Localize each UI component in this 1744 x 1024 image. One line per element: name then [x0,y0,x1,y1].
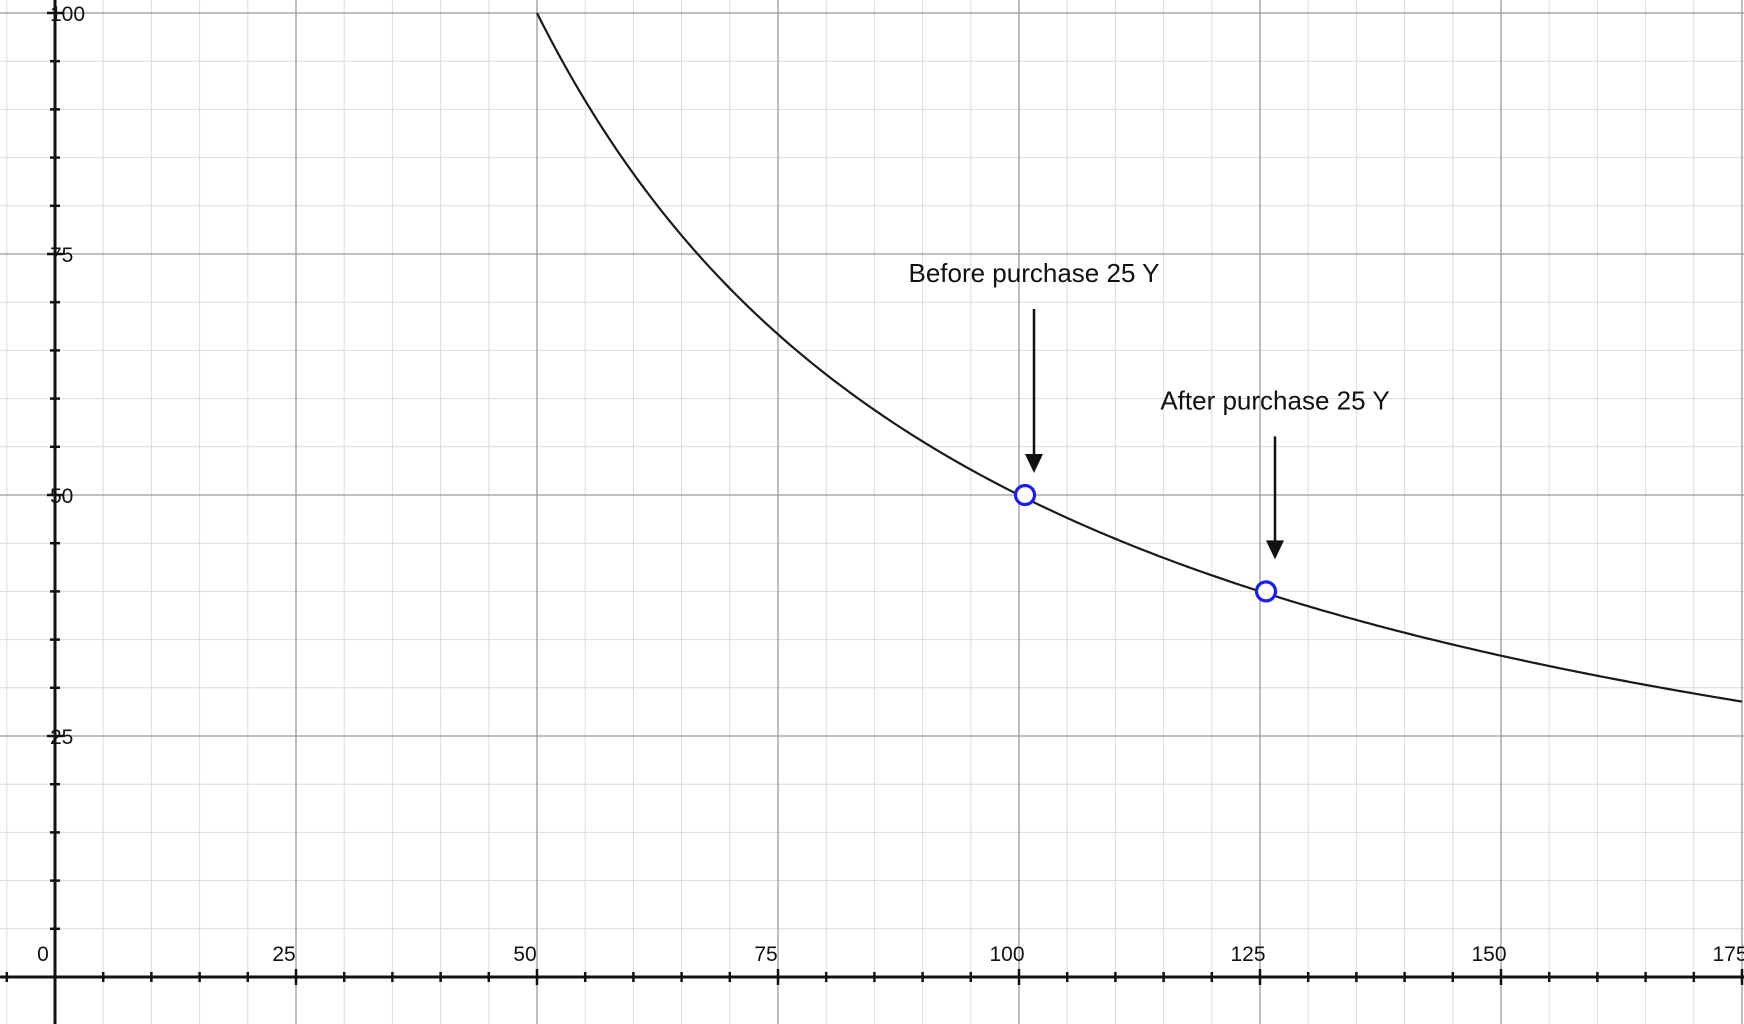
annotation-label: After purchase 25 Y [1160,385,1389,415]
x-tick-label: 150 [1471,943,1506,966]
annotation-arrow-head [1266,540,1284,560]
y-tick-label: 25 [50,726,73,749]
x-tick-label: 125 [1230,943,1265,966]
tick-labels: 0 25 50 75 100 125 150 175 25 50 75 100 [37,3,1744,966]
annotation-arrow-head [1025,454,1043,473]
annotation-layer: Before purchase 25 Y After purchase 25 Y [908,258,1390,560]
x-tick-label: 25 [272,943,295,966]
points-layer [1013,483,1278,603]
x-tick-label: 0 [37,943,49,966]
curve-layer [536,12,1743,703]
axis-tick-marks [5,11,1744,1024]
y-tick-label: 75 [50,244,73,267]
y-tick-label: 50 [50,485,73,508]
data-point [1013,483,1037,507]
annotation-label: Before purchase 25 Y [908,258,1159,288]
indifference-curve [536,12,1743,703]
x-tick-label: 50 [513,943,536,966]
data-point [1254,580,1278,603]
y-tick-label: 100 [50,3,85,26]
x-tick-label: 75 [754,943,777,966]
x-tick-label: 175 [1712,943,1744,966]
x-tick-label: 100 [989,943,1024,966]
